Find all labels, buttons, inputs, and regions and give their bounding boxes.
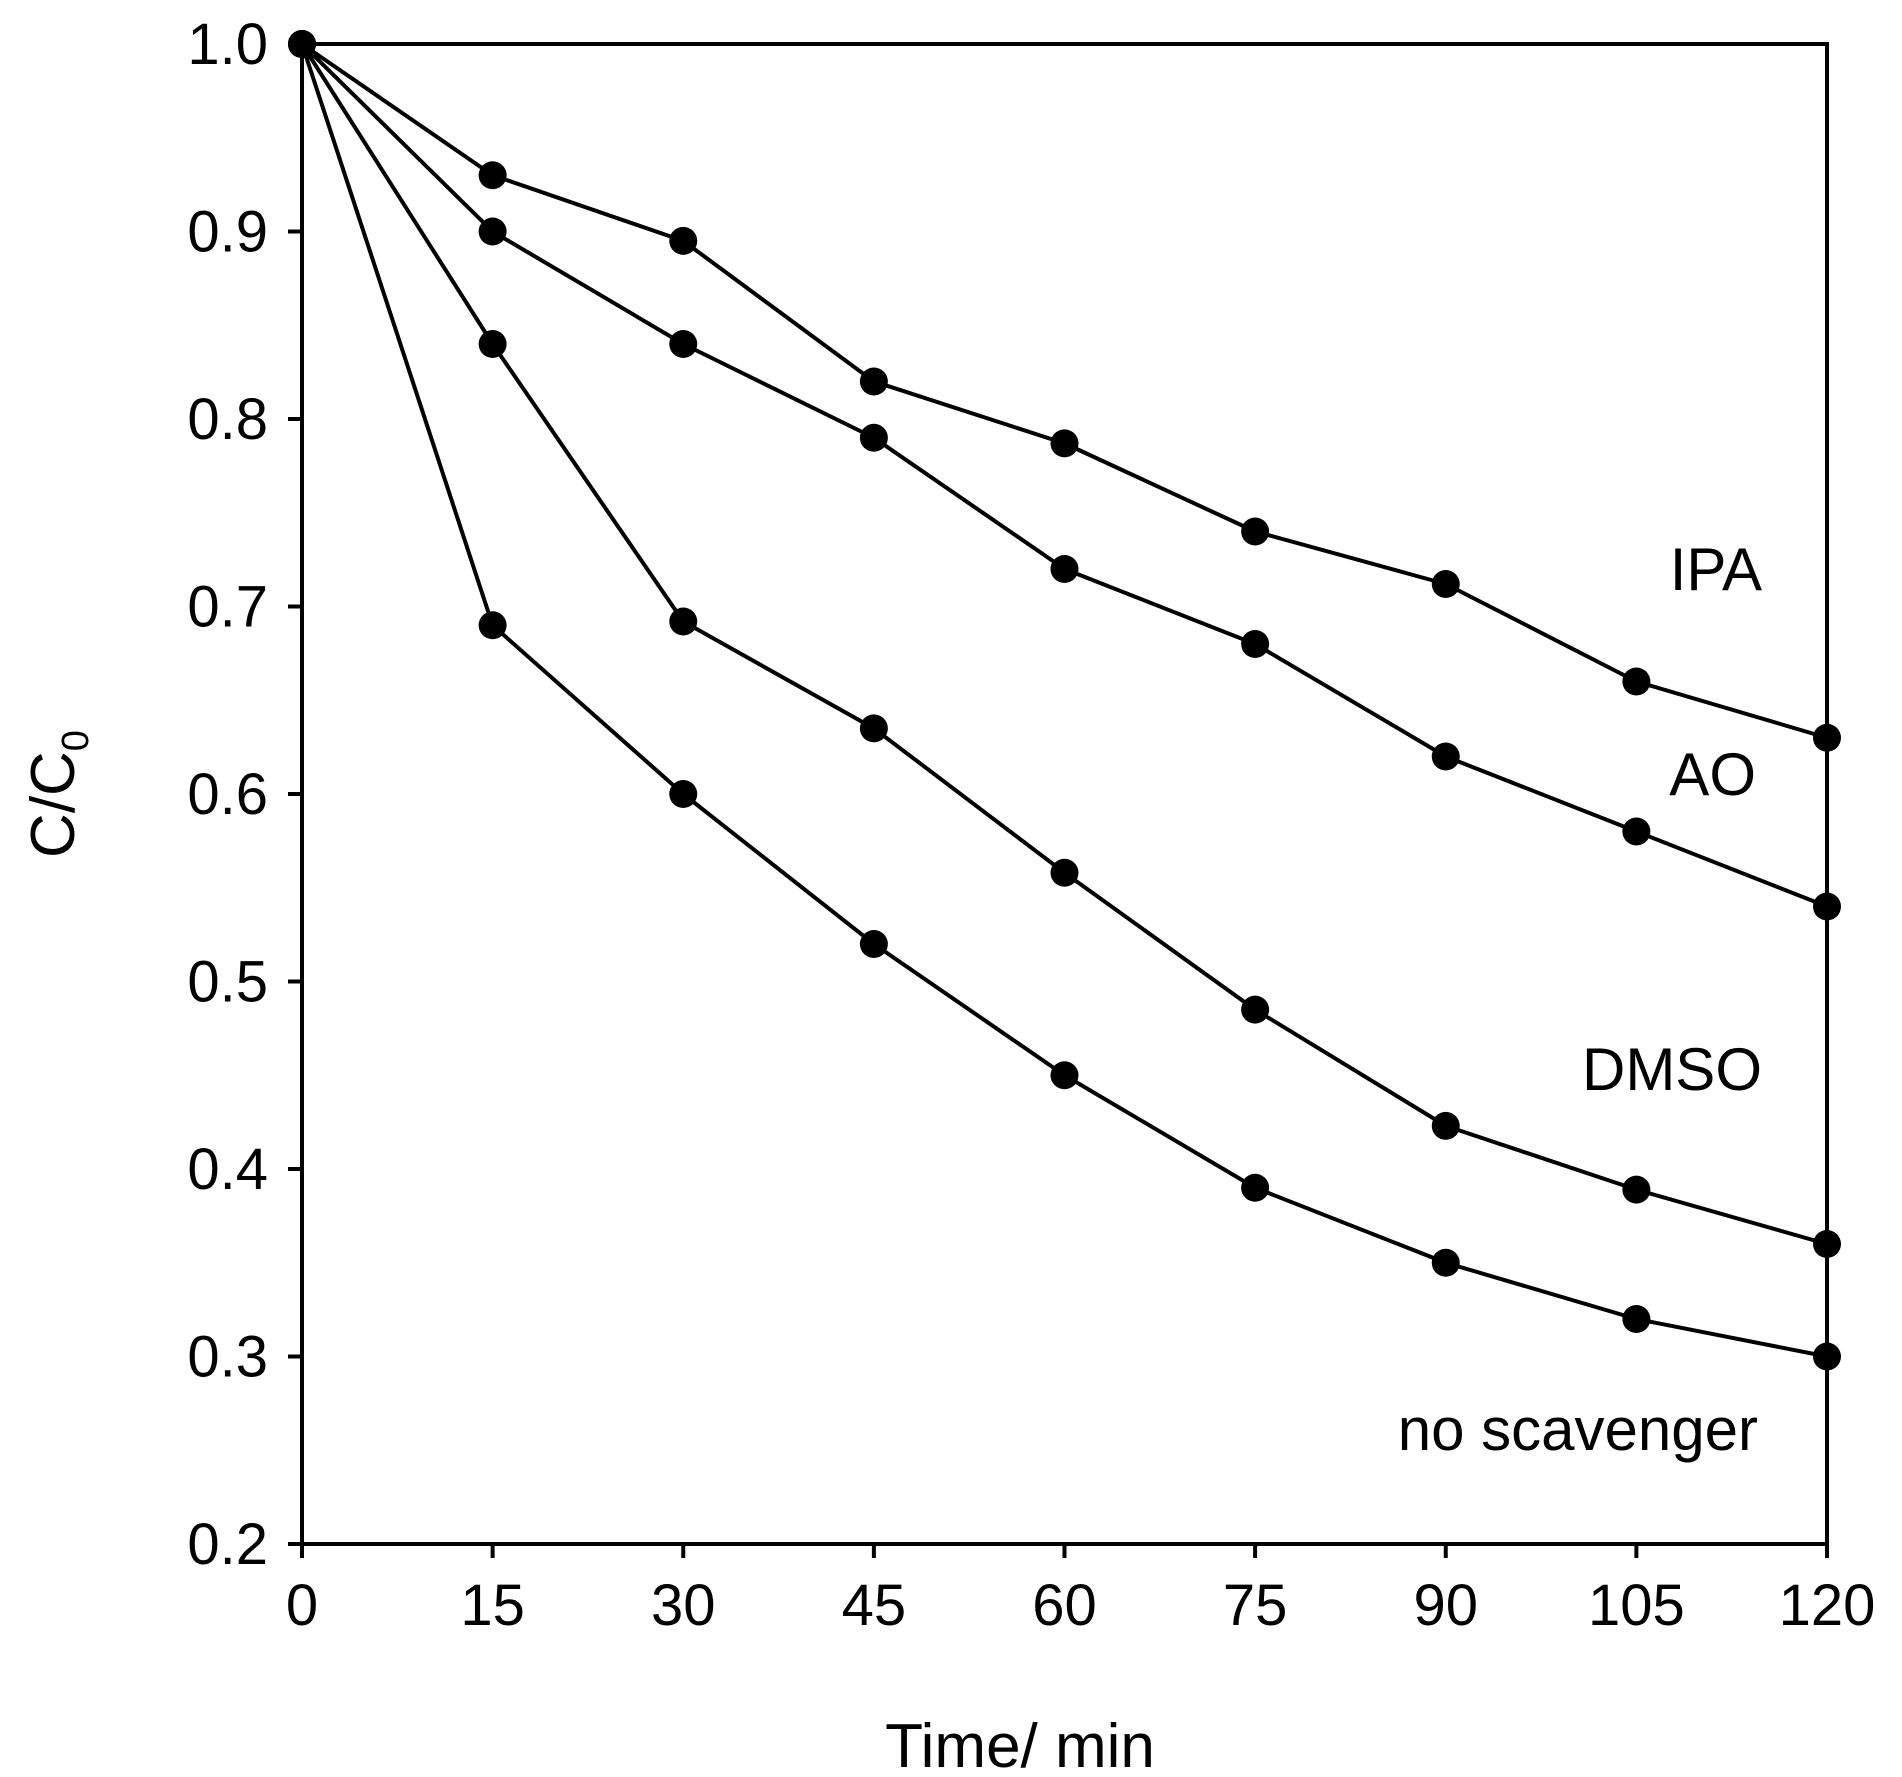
data-point-dmso bbox=[1050, 858, 1079, 887]
data-point-no-scavenger bbox=[288, 30, 316, 58]
data-point-ao bbox=[1622, 817, 1651, 846]
x-tick-label: 30 bbox=[651, 1573, 716, 1638]
series-lines bbox=[300, 42, 1828, 1359]
data-point-ao bbox=[859, 423, 888, 452]
data-point-dmso bbox=[1431, 1111, 1460, 1140]
x-axis-title: Time/ min bbox=[885, 1712, 1155, 1777]
y-tick-label: 0.8 bbox=[187, 387, 268, 452]
data-point-dmso bbox=[478, 330, 507, 358]
series-label-dmso: DMSO bbox=[1582, 1036, 1762, 1103]
x-ticks: 0 15 30 45 60 75 90 105 120 bbox=[286, 1544, 1876, 1638]
data-point-no-scavenger bbox=[478, 611, 507, 640]
series-line-ipa bbox=[300, 42, 1828, 740]
data-point-no-scavenger bbox=[669, 780, 698, 808]
y-axis-title: C/C0 bbox=[19, 730, 97, 858]
data-point-no-scavenger bbox=[1431, 1248, 1460, 1277]
data-point-no-scavenger bbox=[1622, 1305, 1651, 1333]
data-point-dmso bbox=[1241, 995, 1270, 1024]
y-ticks: 0.2 0.3 0.4 0.5 0.6 0.7 0.8 0.9 1.0 bbox=[187, 12, 302, 1577]
x-tick-label: 105 bbox=[1588, 1573, 1685, 1638]
series-label-no-scavenger: no scavenger bbox=[1398, 1396, 1758, 1463]
data-point-ao bbox=[1431, 742, 1460, 771]
x-tick-label: 15 bbox=[460, 1573, 525, 1638]
data-point-ipa bbox=[669, 226, 698, 255]
plot-frame bbox=[300, 42, 1829, 1546]
data-point-dmso bbox=[1622, 1175, 1651, 1204]
y-tick-label: 0.2 bbox=[187, 1512, 268, 1577]
data-point-dmso bbox=[1813, 1230, 1841, 1258]
series-markers bbox=[288, 30, 1841, 1371]
y-tick-label: 0.6 bbox=[187, 762, 268, 827]
data-point-ipa bbox=[1431, 570, 1460, 598]
data-point-ao bbox=[478, 217, 507, 246]
data-point-ipa bbox=[478, 161, 507, 190]
data-point-ao bbox=[1813, 892, 1841, 921]
data-point-dmso bbox=[669, 607, 698, 636]
series-label-ao: AO bbox=[1669, 741, 1756, 808]
series-labels: IPA AO DMSO no scavenger bbox=[1398, 536, 1762, 1463]
data-point-ipa bbox=[1622, 667, 1651, 696]
data-point-ipa bbox=[1241, 517, 1270, 546]
data-point-ao bbox=[669, 330, 698, 358]
data-point-dmso bbox=[859, 714, 888, 743]
data-point-no-scavenger bbox=[1050, 1061, 1079, 1090]
x-tick-label: 60 bbox=[1032, 1573, 1097, 1638]
x-tick-label: 75 bbox=[1223, 1573, 1288, 1638]
x-tick-label: 90 bbox=[1413, 1573, 1478, 1638]
data-point-ipa bbox=[1813, 723, 1841, 752]
y-tick-label: 0.9 bbox=[187, 200, 268, 265]
y-tick-label: 0.7 bbox=[187, 575, 268, 640]
y-axis-title-subscript: 0 bbox=[55, 730, 97, 751]
data-point-ao bbox=[1241, 630, 1270, 658]
series-line-ao bbox=[300, 42, 1828, 909]
series-line-no-scavenger bbox=[300, 43, 1828, 1359]
x-tick-label: 120 bbox=[1779, 1573, 1876, 1638]
y-tick-label: 0.3 bbox=[187, 1325, 268, 1390]
data-point-no-scavenger bbox=[1241, 1173, 1270, 1202]
x-tick-label: 45 bbox=[842, 1573, 907, 1638]
data-point-no-scavenger bbox=[1813, 1342, 1841, 1371]
data-point-ipa bbox=[1050, 429, 1079, 458]
y-tick-label: 1.0 bbox=[187, 12, 268, 77]
y-tick-label: 0.4 bbox=[187, 1137, 268, 1202]
data-point-no-scavenger bbox=[859, 930, 888, 958]
data-point-ao bbox=[1050, 555, 1079, 583]
y-axis-title-main: C/C bbox=[19, 751, 88, 858]
x-tick-label: 0 bbox=[286, 1573, 318, 1638]
y-tick-label: 0.5 bbox=[187, 950, 268, 1015]
series-label-ipa: IPA bbox=[1670, 536, 1762, 603]
data-point-ipa bbox=[859, 367, 888, 396]
